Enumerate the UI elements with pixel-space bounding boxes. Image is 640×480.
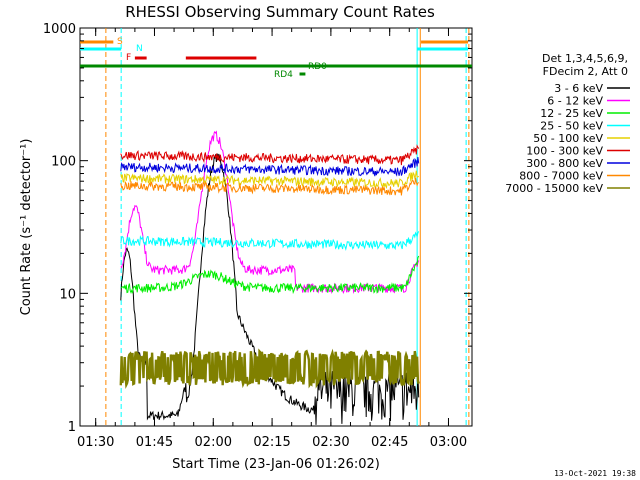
series-line: [120, 153, 420, 425]
series-line: [120, 170, 420, 190]
x-tick-label: 02:15: [253, 435, 290, 450]
legend: Det 1,3,4,5,6,9,FDecim 2, Att 0 3 - 6 keV…: [505, 52, 630, 195]
series-line: [120, 130, 420, 295]
x-tick-label: 02:30: [312, 435, 349, 450]
legend-label: 25 - 50 keV: [540, 120, 603, 133]
x-tick-label: 02:00: [195, 435, 232, 450]
legend-label: 100 - 300 keV: [526, 145, 603, 158]
plot-area: S NF RD0 RD4: [80, 28, 472, 426]
y-tick-label: 10: [59, 287, 76, 302]
flag-label: RD0: [308, 62, 327, 72]
flag-label: RD4: [274, 70, 293, 80]
series-line: [120, 255, 420, 295]
flag-label: N: [136, 44, 143, 54]
legend-label: 12 - 25 keV: [540, 107, 603, 120]
legend-header: Det 1,3,4,5,6,9,: [542, 52, 628, 65]
legend-header: FDecim 2, Att 0: [543, 65, 628, 78]
y-axis-label: Count Rate (s⁻¹ detector⁻¹): [19, 139, 34, 316]
series-line: [120, 144, 420, 166]
axes: 1 10 100 1000 01:30 01:45 02:00 02:15 02:30 02:45…: [43, 22, 472, 450]
series-line: [120, 156, 420, 177]
x-tick-label: 03:00: [430, 435, 467, 450]
chart-title: RHESSI Observing Summary Count Rates: [125, 3, 435, 21]
x-tick-label: 02:45: [371, 435, 408, 450]
series-line: [120, 177, 419, 196]
y-tick-label: 100: [51, 155, 76, 170]
legend-label: 800 - 7000 keV: [519, 170, 603, 183]
legend-label: 50 - 100 keV: [533, 132, 603, 145]
legend-label: 6 - 12 keV: [547, 95, 603, 108]
legend-label: 3 - 6 keV: [554, 82, 603, 95]
flag-label: S: [117, 37, 123, 47]
flag-label: F: [126, 53, 131, 63]
x-axis-label: Start Time (23-Jan-06 01:26:02): [172, 457, 380, 472]
series-line: [120, 231, 420, 251]
plot-frame: [79, 27, 473, 427]
x-tick-label: 01:30: [77, 435, 114, 450]
legend-label: 300 - 800 keV: [526, 157, 603, 170]
timestamp-footer: 13-Oct-2021 19:38: [554, 469, 636, 478]
legend-label: 7000 - 15000 keV: [505, 182, 603, 195]
y-tick-label: 1000: [43, 22, 76, 37]
x-tick-label: 01:45: [136, 435, 173, 450]
series-line: [119, 348, 420, 389]
y-tick-label: 1: [68, 420, 76, 435]
